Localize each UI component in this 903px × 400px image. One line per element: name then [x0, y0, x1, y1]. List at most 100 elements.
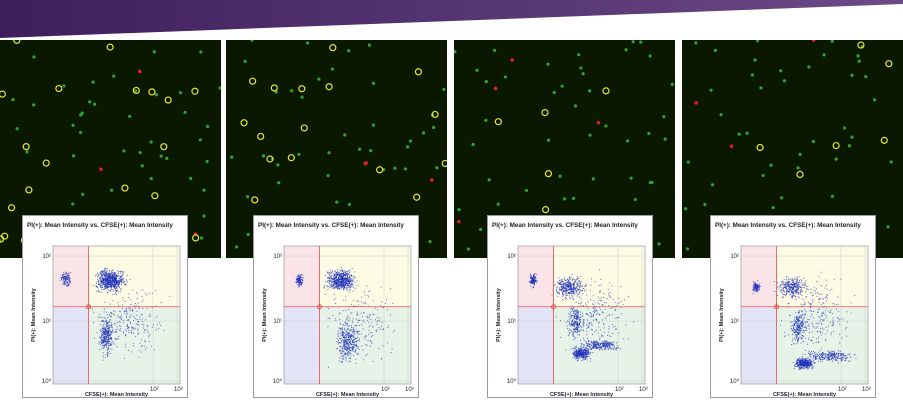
cell	[779, 69, 783, 73]
dot	[610, 335, 612, 338]
dot	[100, 286, 102, 288]
dot	[101, 282, 103, 284]
dot	[576, 350, 578, 352]
dot	[112, 310, 115, 312]
dot	[132, 309, 134, 311]
dot	[352, 283, 354, 285]
dot	[378, 348, 380, 350]
dot	[349, 269, 351, 271]
dot	[567, 320, 569, 322]
cell	[79, 113, 83, 117]
dot	[609, 307, 611, 309]
dot	[110, 278, 113, 280]
dot	[346, 351, 348, 353]
dot	[337, 283, 339, 285]
dot	[352, 341, 354, 344]
dot	[107, 279, 109, 281]
cell	[484, 79, 488, 84]
cell	[199, 236, 204, 240]
dot	[558, 293, 560, 295]
dot	[107, 330, 109, 332]
dot	[367, 333, 370, 336]
dot	[108, 331, 110, 333]
dot	[134, 307, 136, 309]
dot	[341, 347, 343, 349]
dot	[349, 341, 351, 343]
dot	[137, 328, 139, 330]
dot	[342, 271, 344, 274]
dot	[108, 340, 111, 343]
dot	[358, 348, 360, 350]
dot	[350, 324, 353, 326]
dot	[130, 331, 133, 333]
dot	[592, 303, 594, 305]
dot	[615, 317, 617, 319]
dot	[571, 334, 574, 336]
dot	[346, 274, 349, 276]
dot	[64, 277, 66, 279]
dot	[106, 325, 109, 327]
cell	[152, 50, 156, 54]
dot	[800, 290, 802, 292]
dot	[111, 273, 113, 276]
cell-outline	[106, 43, 114, 51]
dot	[614, 348, 616, 350]
dot	[590, 299, 592, 301]
dot	[597, 343, 600, 345]
dot	[753, 288, 755, 290]
dot	[109, 348, 111, 350]
dot	[371, 332, 373, 334]
dot	[344, 285, 346, 287]
dot	[804, 287, 806, 289]
dot	[368, 291, 370, 293]
dot	[796, 279, 798, 281]
dot	[116, 285, 118, 287]
dot	[530, 275, 532, 277]
dot	[68, 272, 70, 274]
dot	[570, 282, 572, 284]
dot	[348, 276, 351, 278]
cell	[729, 144, 734, 149]
dot	[606, 334, 608, 336]
dot	[619, 348, 621, 350]
dot	[341, 269, 343, 271]
dot	[351, 346, 353, 348]
dot	[612, 343, 615, 345]
dot	[576, 284, 578, 286]
dot	[101, 330, 103, 332]
dot	[612, 342, 614, 344]
dot	[530, 277, 532, 279]
dot	[369, 325, 371, 327]
dot	[562, 293, 564, 295]
dot	[757, 280, 759, 282]
dot	[604, 317, 606, 319]
cell	[750, 73, 754, 77]
cell	[581, 72, 585, 76]
dot	[588, 351, 590, 353]
dot	[130, 322, 132, 325]
dot	[565, 279, 567, 281]
dot	[98, 280, 100, 282]
dot	[376, 329, 378, 331]
dot	[345, 330, 347, 332]
dot	[104, 342, 106, 344]
dot	[123, 277, 125, 279]
dot	[582, 345, 585, 347]
dot	[566, 288, 568, 290]
dot	[67, 280, 69, 282]
cell	[753, 58, 757, 62]
dot	[117, 287, 119, 289]
dot	[69, 280, 71, 282]
dot	[596, 309, 598, 311]
dot	[792, 280, 794, 282]
dot	[603, 349, 605, 351]
dot	[356, 300, 358, 302]
dot	[338, 284, 340, 287]
dot	[592, 295, 594, 297]
dot	[332, 283, 335, 285]
dot	[296, 276, 298, 278]
dot	[790, 282, 793, 284]
dot	[338, 272, 340, 274]
dot	[575, 320, 578, 323]
dot	[595, 343, 597, 345]
